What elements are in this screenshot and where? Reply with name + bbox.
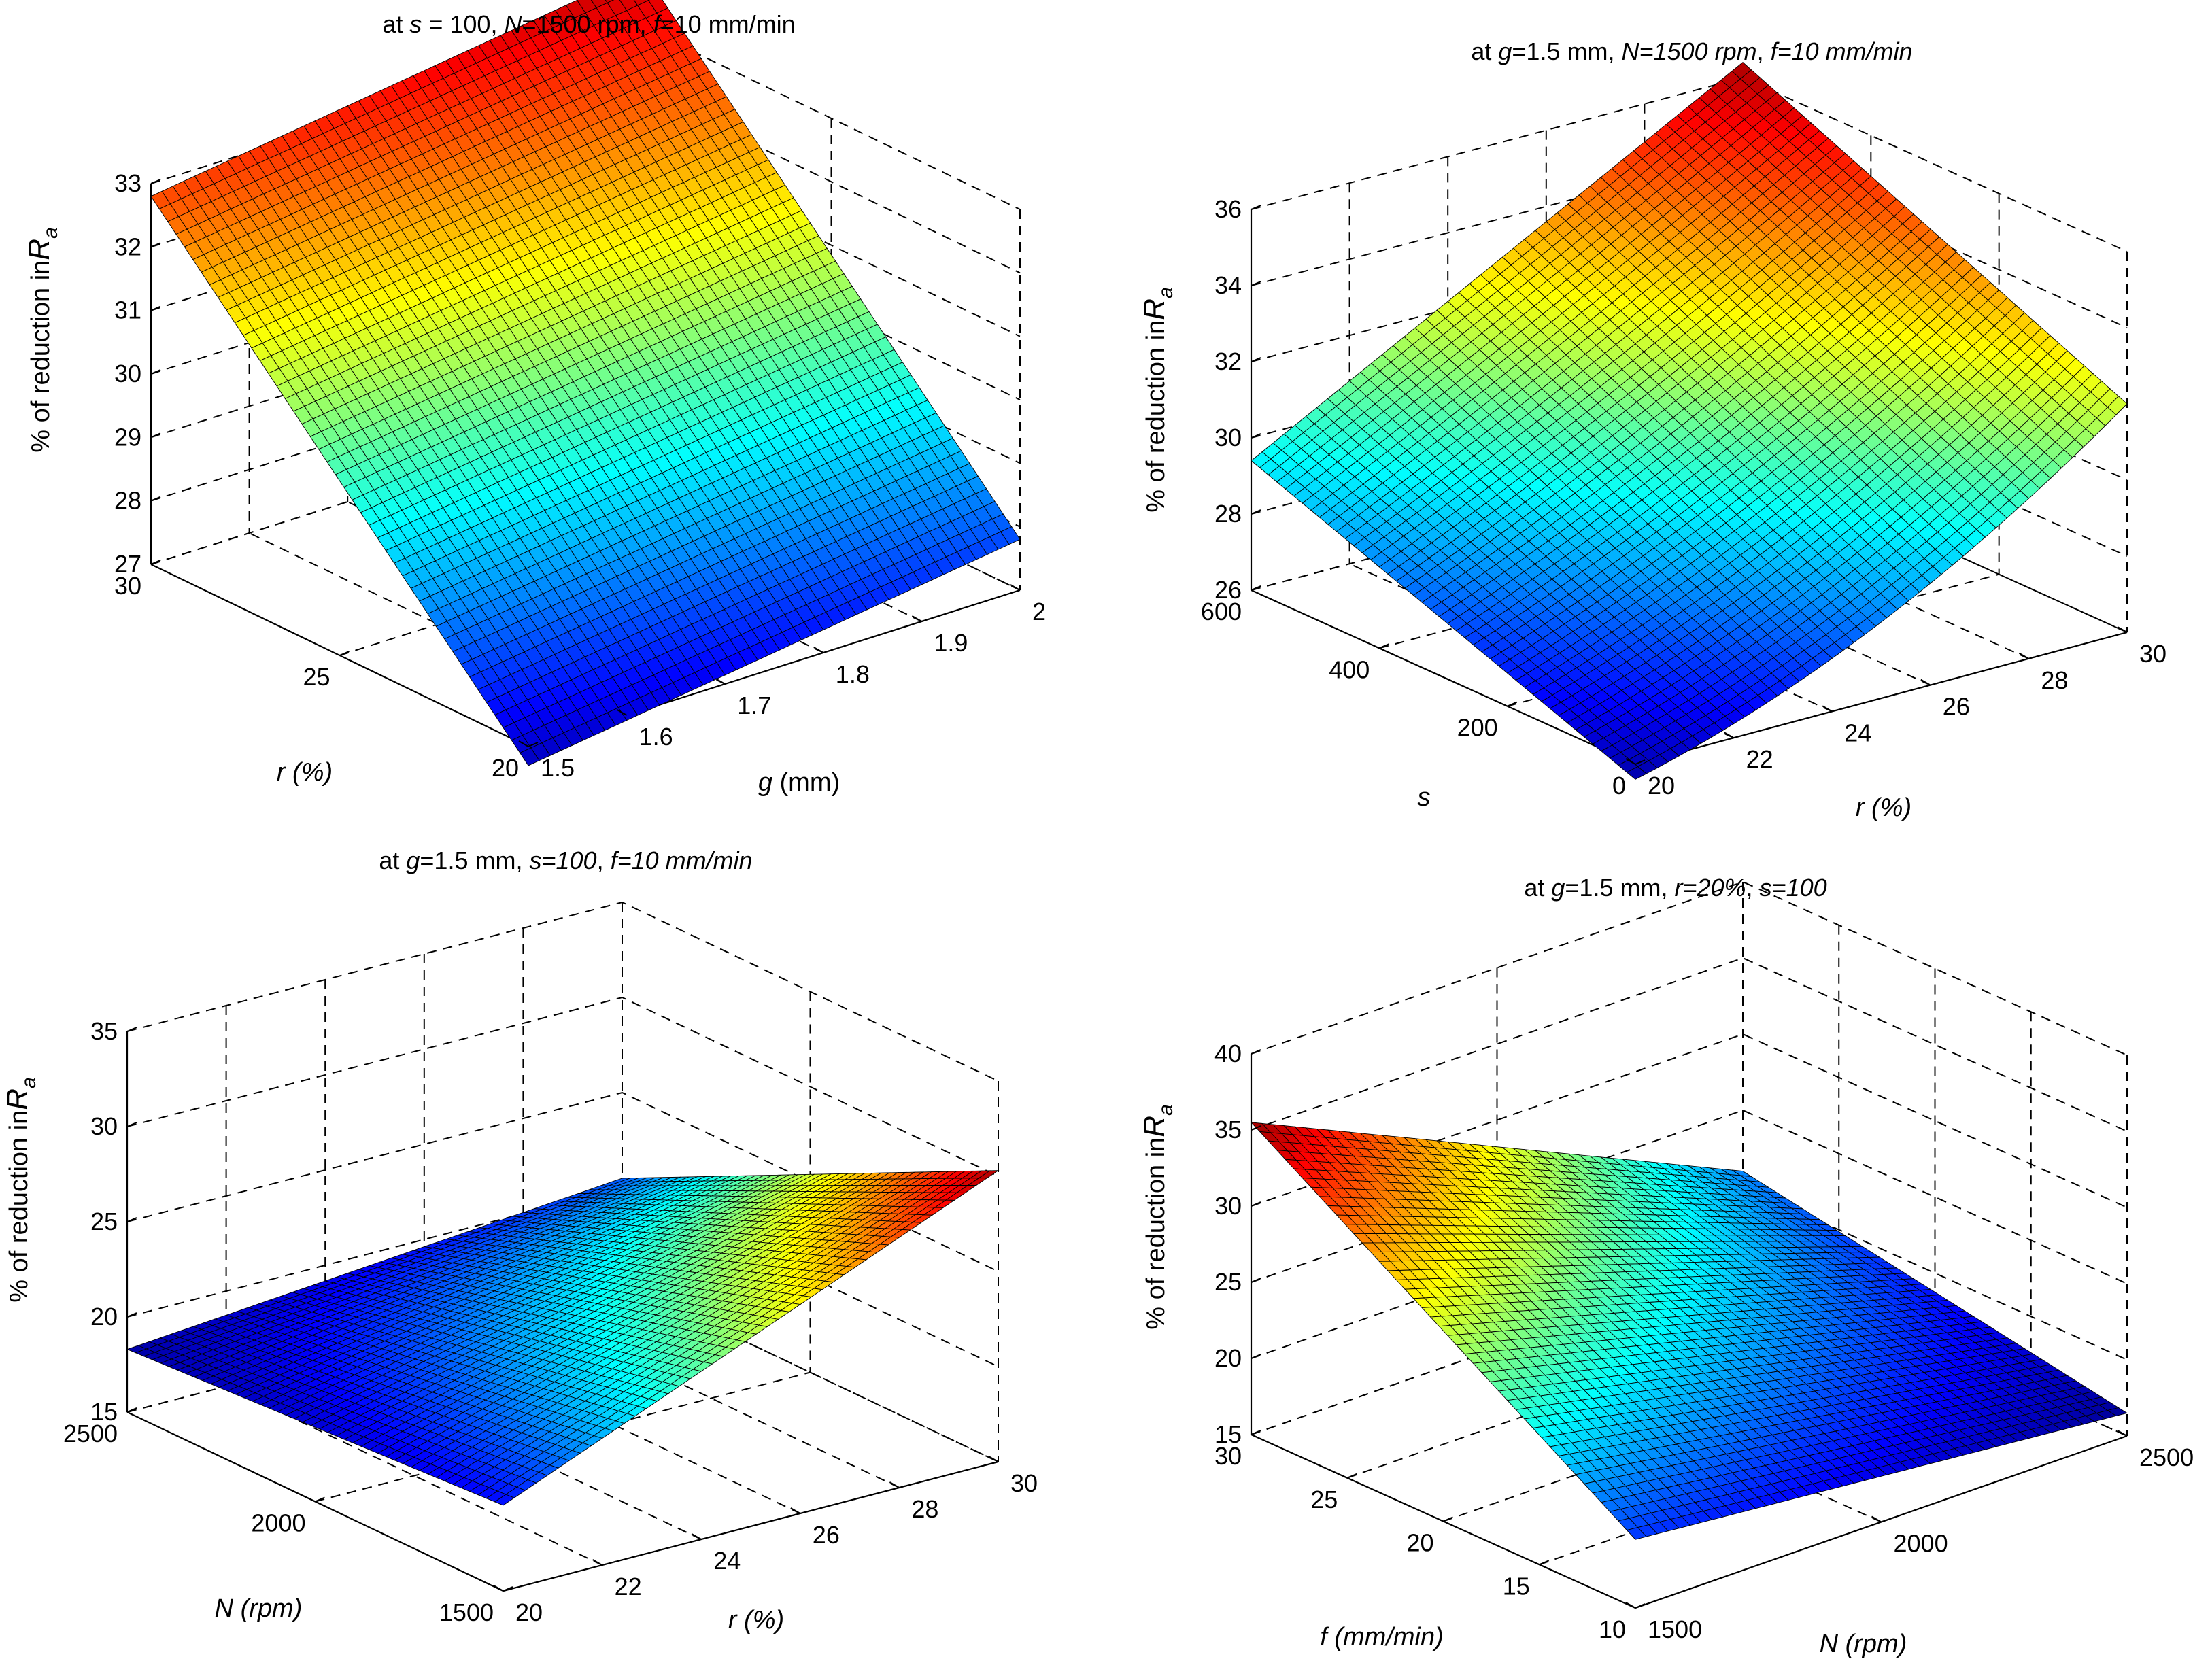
y-tick-label: 24 — [1844, 719, 1871, 747]
x-tick-label: 200 — [1457, 714, 1498, 742]
x-tick-label: 30 — [114, 572, 141, 600]
y-tick-label: 1.5 — [541, 754, 575, 782]
z-tick-label: 34 — [1214, 271, 1242, 299]
y-tick-label: 26 — [1943, 693, 1970, 721]
chart-title: at g=1.5 mm, N=1500 rpm, f=10 mm/min — [1471, 37, 1912, 65]
z-tick-label: 32 — [114, 233, 141, 260]
z-tick-label: 33 — [114, 169, 141, 197]
z-tick-label: 28 — [1214, 500, 1242, 528]
x-tick-label: 600 — [1201, 598, 1242, 625]
z-tick-label: 29 — [114, 423, 141, 451]
x-tick-label: 0 — [1612, 772, 1626, 800]
chart-title: at s = 100, N=1500 rpm, f=10 mm/min — [382, 10, 795, 38]
y-tick-label: 28 — [2041, 666, 2068, 694]
y-tick-label: 1.8 — [836, 660, 870, 688]
y-tick-label: 1.7 — [737, 691, 771, 719]
x-tick-label: 20 — [492, 754, 519, 782]
z-tick-label: 32 — [1214, 347, 1242, 375]
z-tick-label: 28 — [114, 487, 141, 515]
y-tick-label: 1.9 — [934, 629, 968, 657]
y-tick-label: 30 — [2139, 640, 2166, 668]
y-tick-label: 2 — [1032, 598, 1046, 625]
z-tick-label: 31 — [114, 296, 141, 324]
y-tick-label: 22 — [1746, 745, 1773, 773]
x-tick-label: 400 — [1329, 655, 1370, 683]
z-tick-label: 30 — [1214, 424, 1242, 451]
surface-mesh — [150, 0, 1021, 766]
z-tick-label: 30 — [114, 360, 141, 388]
x-axis-label: r (%) — [277, 758, 333, 787]
x-axis-label: s — [1418, 783, 1431, 812]
y-tick-label: 1.6 — [639, 723, 673, 751]
y-axis-label: g (mm) — [758, 768, 840, 797]
x-tick-label: 25 — [303, 663, 330, 691]
z-tick-label: 36 — [1214, 195, 1242, 223]
y-axis-label: r (%) — [1856, 793, 1911, 822]
y-tick-label: 20 — [1648, 772, 1675, 800]
z-gridline — [150, 343, 1021, 528]
